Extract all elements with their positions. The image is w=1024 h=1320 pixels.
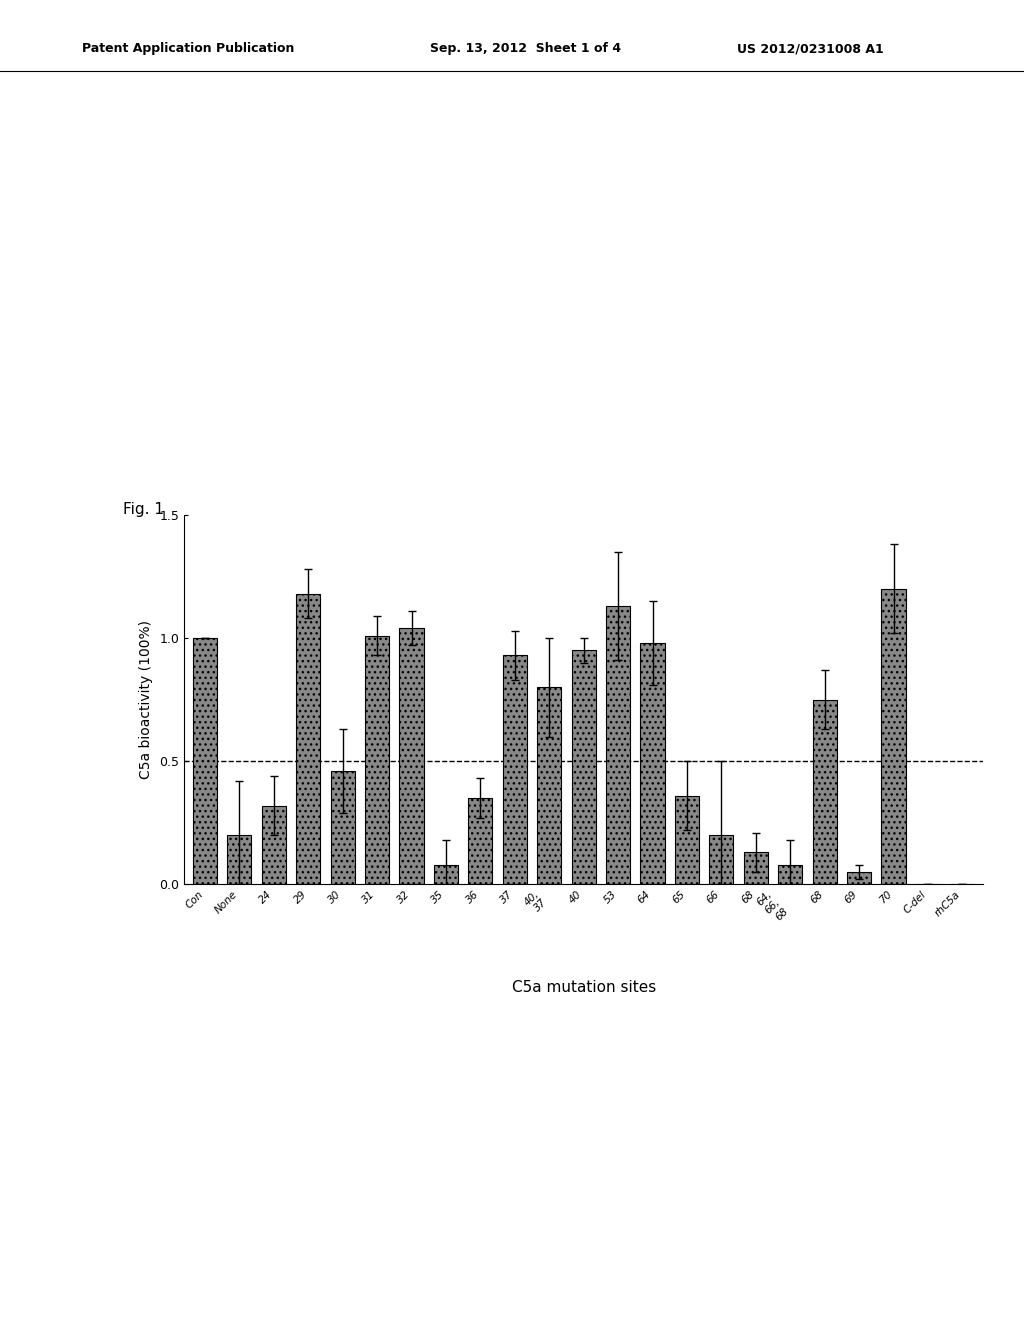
Bar — [227, 836, 252, 884]
Y-axis label: C5a bioactivity (100%): C5a bioactivity (100%) — [138, 620, 153, 779]
Bar — [503, 655, 527, 884]
Text: Patent Application Publication: Patent Application Publication — [82, 42, 294, 55]
Bar — [847, 873, 871, 884]
Bar — [813, 700, 837, 884]
Text: US 2012/0231008 A1: US 2012/0231008 A1 — [737, 42, 884, 55]
Bar — [882, 589, 905, 884]
Text: Fig. 1: Fig. 1 — [123, 502, 164, 516]
Bar — [710, 836, 733, 884]
X-axis label: C5a mutation sites: C5a mutation sites — [512, 979, 655, 995]
Bar — [571, 651, 596, 884]
Bar — [399, 628, 424, 884]
Bar — [778, 865, 802, 884]
Bar — [640, 643, 665, 884]
Bar — [434, 865, 458, 884]
Text: Sep. 13, 2012  Sheet 1 of 4: Sep. 13, 2012 Sheet 1 of 4 — [430, 42, 622, 55]
Bar — [675, 796, 699, 884]
Bar — [366, 635, 389, 884]
Bar — [743, 853, 768, 884]
Bar — [606, 606, 630, 884]
Bar — [538, 688, 561, 884]
Bar — [331, 771, 354, 884]
Bar — [296, 594, 321, 884]
Bar — [193, 638, 217, 884]
Bar — [468, 799, 493, 884]
Bar — [262, 805, 286, 884]
